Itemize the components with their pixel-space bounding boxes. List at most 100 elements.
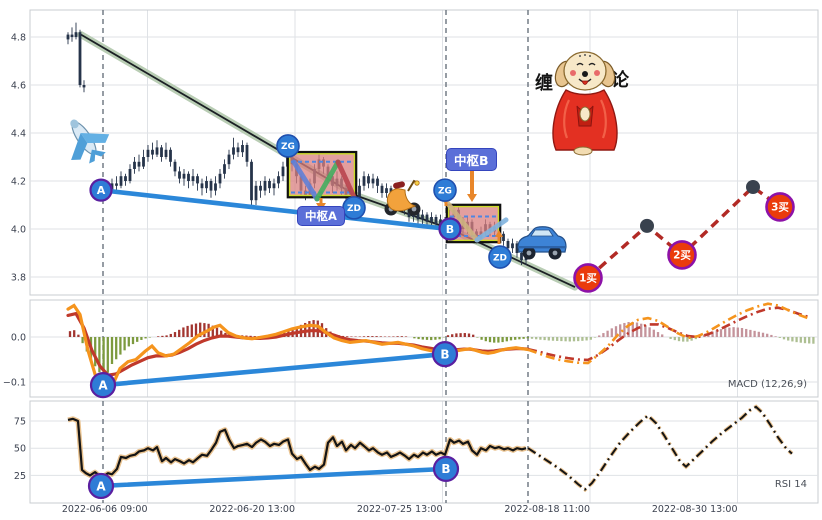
marker-zg-price: [433, 178, 457, 202]
macd-ab-trendline: [100, 351, 448, 388]
macd-dif-forecast: [527, 302, 809, 365]
candle-body: [78, 32, 82, 85]
candle-body: [241, 145, 244, 153]
candle-body: [502, 233, 505, 241]
candle-body: [281, 166, 285, 177]
candle-body: [371, 178, 375, 184]
candle-body: [115, 183, 118, 186]
candle-body: [425, 214, 429, 222]
candle-body: [155, 147, 159, 155]
rsi-forecast-line: [527, 405, 793, 491]
candle-body: [236, 147, 240, 153]
chan-segment: [291, 159, 320, 202]
candle-body: [268, 181, 271, 189]
pivot-dot: [640, 218, 654, 233]
candle-body: [205, 181, 208, 189]
x-tick-label: 2022-06-06 09:00: [62, 504, 148, 515]
rsi-y-tick-label: 25: [14, 471, 26, 482]
candle-body: [209, 181, 213, 191]
candle-body: [367, 176, 370, 184]
macd-y-tick-label: 0.0: [11, 333, 26, 344]
price-y-tick-label: 3.8: [11, 273, 26, 284]
x-tick-label: 2022-07-25 13:00: [357, 504, 443, 515]
panel-border: [29, 299, 819, 398]
rsi-y-tick-label: 50: [14, 444, 26, 455]
candle-body: [182, 173, 186, 179]
marker-a-price-label: A: [97, 184, 106, 197]
candle-body: [200, 183, 204, 189]
candle-body: [178, 171, 181, 179]
marker-zd-price-label: ZD: [493, 253, 507, 263]
zhongshu-b-label: 中枢B: [446, 148, 497, 171]
buy-point-3-label: 3买: [771, 202, 789, 214]
buy-point-2-label: 2买: [673, 250, 691, 262]
candle-body: [520, 253, 523, 261]
candle-body: [133, 161, 136, 169]
scooter-icon: [384, 179, 421, 216]
candle-body: [227, 154, 231, 165]
marker-b-price-label: B: [446, 223, 454, 236]
candle-body: [142, 157, 145, 167]
marker-a-macd-label: A: [98, 378, 108, 392]
marker-a-macd: [89, 372, 117, 399]
candle-body: [439, 219, 442, 225]
price-ab-trendline: [98, 187, 451, 232]
macd-dif-line: [66, 303, 530, 395]
candle-body: [218, 173, 222, 184]
marker-zg-price-label: ZG: [438, 186, 452, 196]
marker-zg-price-label: ZG: [281, 142, 295, 152]
x-tick-label: 2022-08-18 11:00: [504, 504, 590, 515]
panel-border: [29, 400, 819, 504]
candle-body: [407, 209, 411, 217]
price-y-tick-label: 4.4: [11, 129, 26, 140]
candle-body: [137, 161, 141, 167]
candle-body: [124, 176, 127, 181]
candle-body: [259, 185, 262, 191]
candle-body: [173, 161, 177, 172]
candle-body: [146, 149, 150, 157]
zhongshu-label-arrowhead: [467, 194, 477, 202]
chanlun-dog-mascot: 缠 论: [535, 51, 630, 156]
car-icon: [517, 226, 567, 260]
rsi-line: [67, 417, 527, 478]
marker-zd-price: [488, 245, 512, 269]
panel-border: [29, 9, 819, 296]
marker-zd-price-label: ZD: [347, 204, 361, 214]
marker-b-rsi-label: B: [441, 462, 450, 476]
candle-body: [362, 176, 366, 186]
candle-body: [430, 217, 433, 222]
buy-point-1-label: 1买: [579, 273, 597, 285]
candle-body: [214, 183, 217, 191]
price-y-tick-label: 4.2: [11, 177, 26, 188]
marker-b-macd-label: B: [440, 347, 449, 361]
marker-b-price: [438, 217, 462, 241]
candle-body: [421, 214, 424, 220]
zhongshu-a-label: 中枢A: [297, 206, 345, 226]
marker-a-price: [89, 178, 113, 202]
marker-zg-price: [276, 134, 300, 158]
marker-a-rsi-label: A: [96, 479, 106, 493]
candle-body: [128, 169, 132, 181]
marker-a-rsi: [87, 472, 115, 500]
x-tick-label: 2022-06-20 13:00: [209, 504, 295, 515]
candle-body: [164, 149, 168, 157]
candle-body: [74, 32, 78, 37]
rsi-ab-trendline: [98, 466, 449, 489]
buy-point-3: [765, 192, 795, 222]
candle-body: [151, 149, 154, 155]
macd-y-tick-label: −0.1: [3, 378, 26, 389]
marker-b-macd: [431, 341, 459, 368]
candle-body: [70, 34, 74, 37]
price-y-tick-label: 4.0: [11, 225, 26, 236]
rsi-y-tick-label: 75: [14, 417, 26, 428]
candle-body: [245, 145, 249, 162]
chan-segment: [314, 159, 341, 202]
candle-body: [82, 85, 86, 88]
candle-body: [196, 176, 199, 184]
buy-point-2: [667, 240, 697, 270]
candle-body: [232, 147, 235, 155]
candle-body: [380, 185, 384, 193]
candle-body: [277, 176, 280, 184]
